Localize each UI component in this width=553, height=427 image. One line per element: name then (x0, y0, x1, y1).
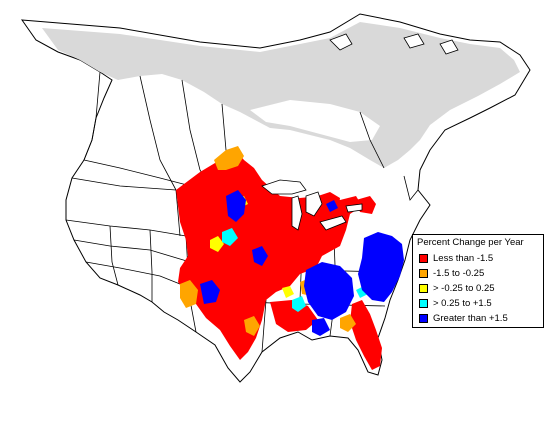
arctic-islands (329, 33, 459, 55)
legend-swatch (419, 284, 428, 293)
region-increase-moderate (222, 228, 238, 246)
legend-item: Less than -1.5 (419, 252, 493, 265)
legend-label: -1.5 to -0.25 (433, 268, 485, 279)
region-increase-strong (304, 262, 354, 320)
lake-michigan (291, 195, 303, 231)
lake-huron (305, 191, 323, 217)
legend: Percent Change per Year Less than -1.5 -1… (412, 234, 544, 328)
region-increase-strong (312, 318, 330, 336)
legend-item: Greater than +1.5 (419, 312, 508, 325)
lake-erie (319, 215, 347, 231)
region-increase-strong (326, 200, 338, 212)
legend-label: Less than -1.5 (433, 253, 494, 264)
legend-label: > 0.25 to +1.5 (433, 298, 492, 309)
region-decline-moderate (214, 146, 244, 170)
region-decline-moderate (340, 314, 356, 332)
region-increase-strong (252, 246, 268, 266)
great-lakes (261, 179, 363, 231)
region-increase-strong (226, 190, 246, 222)
legend-item: > -0.25 to 0.25 (419, 282, 495, 295)
legend-label: > -0.25 to 0.25 (433, 283, 495, 294)
legend-item: -1.5 to -0.25 (419, 267, 484, 280)
lake-superior (261, 179, 307, 195)
legend-swatch (419, 314, 428, 323)
no-data-region-north (42, 22, 520, 168)
region-stable (210, 236, 224, 252)
region-increase-strong (358, 232, 404, 302)
region-stable (282, 286, 294, 298)
legend-swatch (419, 269, 428, 278)
region-increase-strong (200, 280, 220, 304)
lowland-area (250, 100, 380, 142)
legend-label: Greater than +1.5 (433, 313, 508, 324)
legend-swatch (419, 299, 428, 308)
region-increase-moderate (292, 296, 306, 312)
lake-ontario (345, 203, 363, 213)
legend-item: > 0.25 to +1.5 (419, 297, 492, 310)
region-decline-strong (270, 300, 318, 332)
region-decline-strong (350, 300, 382, 370)
region-decline-moderate (180, 280, 198, 308)
legend-swatch (419, 254, 428, 263)
region-decline-moderate (244, 316, 260, 336)
legend-title: Percent Change per Year (417, 237, 524, 248)
